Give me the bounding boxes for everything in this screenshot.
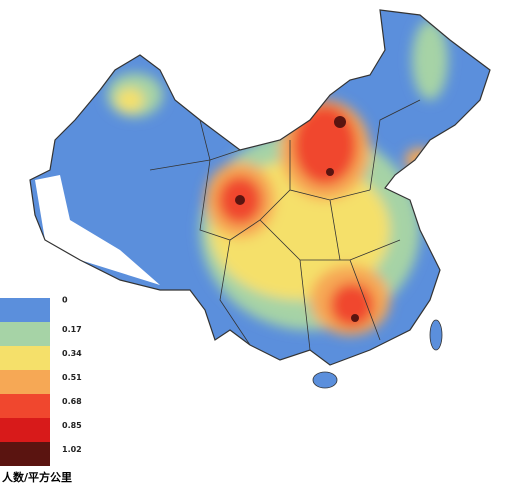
taiwan-island	[429, 319, 443, 351]
legend-label: 0.68	[62, 397, 82, 406]
legend-label: 0.51	[62, 373, 82, 382]
legend-swatch	[0, 394, 50, 418]
legend-label: 1.02	[62, 445, 82, 454]
legend-swatch	[0, 346, 50, 370]
legend-label: 0	[62, 296, 68, 305]
legend-swatch	[0, 442, 50, 466]
legend-swatch	[0, 298, 50, 322]
legend-label: 0.34	[62, 349, 82, 358]
legend-unit: 人数/平方公里	[2, 470, 72, 484]
hainan-island	[312, 371, 338, 389]
legend-swatch	[0, 370, 50, 394]
legend: 0 0.17 0.34 0.51 0.68 0.85 1.02	[0, 296, 82, 466]
country-outline	[29, 9, 491, 366]
legend-swatch	[0, 322, 50, 346]
legend-swatch	[0, 418, 50, 442]
legend-label: 0.85	[62, 421, 82, 430]
legend-label: 0.17	[62, 325, 82, 334]
